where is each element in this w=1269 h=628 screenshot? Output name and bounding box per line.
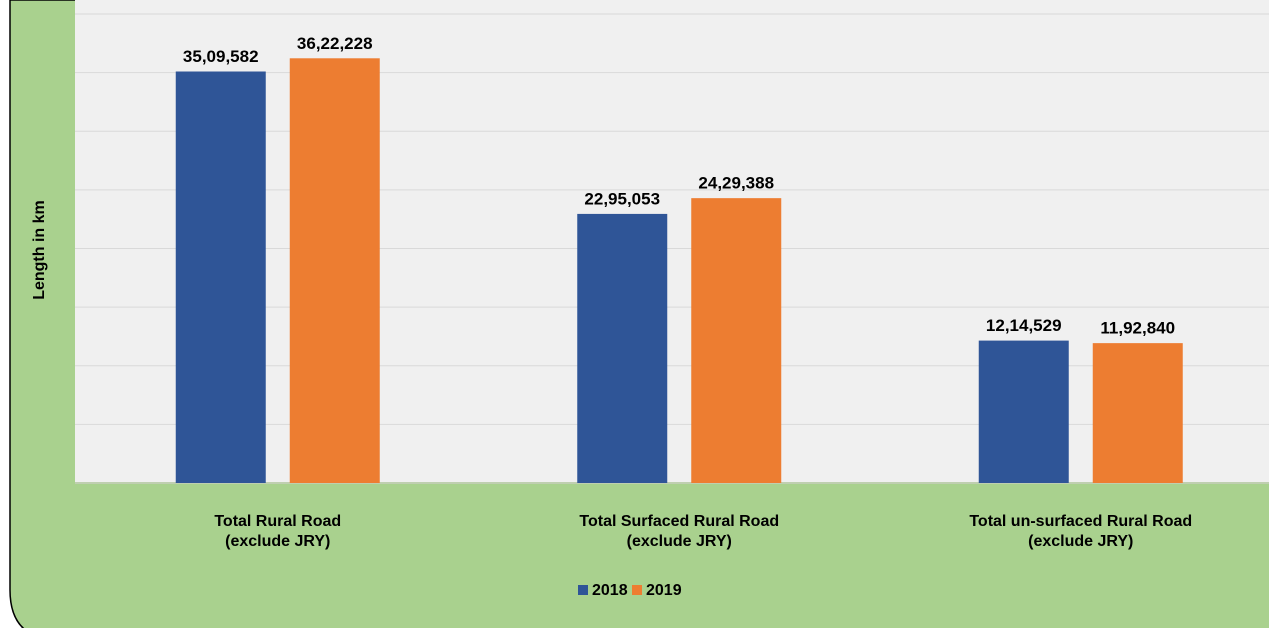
- data-label: 35,09,582: [183, 47, 259, 66]
- legend-swatch: [632, 585, 642, 595]
- x-tick-label: Total Rural Road: [214, 513, 341, 530]
- x-tick-label: (exclude JRY): [225, 533, 330, 550]
- bar: [577, 213, 668, 483]
- x-tick-label: Total Surfaced Rural Road: [579, 513, 779, 530]
- bar: [289, 58, 380, 484]
- x-tick-label: (exclude JRY): [627, 533, 732, 550]
- data-label: 22,95,053: [584, 189, 660, 208]
- data-label: 11,92,840: [1100, 319, 1175, 338]
- bar: [691, 198, 782, 484]
- legend-label: 2019: [646, 582, 682, 599]
- bar: [978, 340, 1069, 483]
- bar: [1092, 343, 1183, 483]
- data-label: 24,29,388: [698, 174, 774, 193]
- data-label: 12,14,529: [986, 316, 1062, 335]
- data-label: 36,22,228: [297, 34, 373, 53]
- y-axis-label: Length in km: [31, 200, 48, 300]
- bar: [175, 71, 266, 483]
- plot-area: [75, 0, 1269, 483]
- legend-swatch: [578, 585, 588, 595]
- x-tick-label: (exclude JRY): [1028, 533, 1133, 550]
- legend-label: 2018: [592, 582, 628, 599]
- x-tick-label: Total un-surfaced Rural Road: [969, 513, 1192, 530]
